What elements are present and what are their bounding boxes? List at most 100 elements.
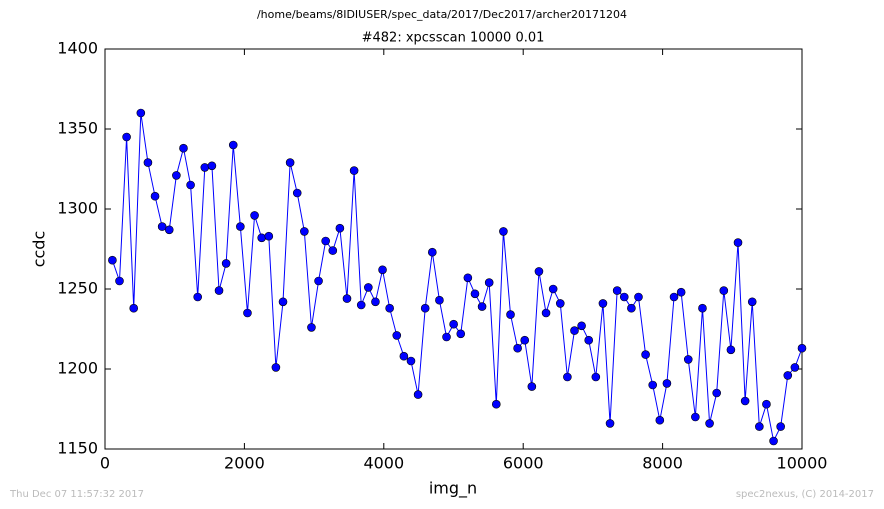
data-point: [648, 380, 658, 390]
data-point: [342, 294, 352, 303]
data-point: [655, 415, 665, 425]
y-tick-label: 1400: [57, 39, 98, 58]
data-point: [129, 303, 139, 313]
data-point: [691, 412, 700, 422]
data-point: [698, 303, 707, 313]
data-point: [243, 308, 252, 318]
y-tick-label: 1150: [57, 439, 98, 458]
data-point: [292, 188, 302, 198]
data-point: [619, 292, 629, 302]
data-point: [136, 108, 146, 118]
data-point: [456, 329, 466, 339]
data-point: [584, 335, 594, 345]
x-tick-label: 10000: [777, 454, 828, 473]
data-point: [605, 419, 615, 428]
x-axis-label: img_n: [429, 479, 477, 499]
data-point: [150, 191, 160, 201]
data-point: [193, 292, 203, 302]
data-point: [285, 158, 295, 167]
data-point: [420, 303, 430, 313]
data-point: [719, 286, 729, 295]
data-point: [634, 292, 643, 302]
data-point: [356, 300, 366, 310]
data-point: [399, 351, 409, 361]
y-tick-label: 1200: [57, 359, 98, 378]
footer-right: spec2nexus, (C) 2014-2017: [736, 489, 874, 500]
data-point: [506, 310, 515, 319]
y-axis-label: ccdc: [30, 231, 49, 268]
data-point: [676, 287, 686, 297]
data-point: [236, 222, 245, 231]
data-point: [548, 284, 558, 294]
data-point: [435, 295, 444, 305]
series-line: [111, 112, 803, 443]
data-point: [264, 231, 274, 241]
data-point: [214, 286, 224, 295]
data-point: [669, 292, 679, 302]
plot-frame: [104, 48, 803, 450]
data-point: [271, 363, 281, 372]
data-point: [577, 321, 586, 331]
data-point: [755, 422, 764, 431]
data-point: [300, 227, 309, 236]
data-point: [108, 255, 117, 265]
data-point: [598, 299, 608, 308]
data-point: [683, 355, 693, 364]
data-point: [776, 422, 785, 431]
data-point: [499, 227, 508, 236]
data-point: [662, 379, 672, 388]
data-point: [769, 436, 778, 446]
data-point: [349, 166, 359, 175]
x-tick-label: 6000: [503, 454, 544, 473]
data-point: [726, 345, 736, 355]
data-point: [449, 319, 458, 329]
data-point: [513, 343, 522, 353]
data-point: [520, 335, 530, 345]
data-point: [250, 211, 259, 220]
x-tick-label: 8000: [642, 454, 683, 473]
data-point: [555, 299, 565, 308]
data-point: [307, 323, 316, 332]
data-point: [790, 363, 800, 372]
data-point: [122, 132, 131, 142]
data-point: [371, 297, 380, 307]
y-tick-label: 1250: [57, 279, 98, 298]
data-point: [442, 332, 451, 342]
data-point: [278, 297, 288, 307]
data-point: [406, 356, 416, 366]
data-point: [364, 283, 373, 292]
data-point: [627, 303, 636, 313]
data-point: [172, 171, 181, 180]
data-point: [477, 302, 487, 311]
data-point: [733, 238, 743, 247]
suptitle: /home/beams/8IDIUSER/spec_data/2017/Dec2…: [257, 8, 627, 21]
data-point: [747, 297, 757, 307]
data-point: [143, 158, 153, 167]
data-point: [321, 236, 330, 246]
data-point: [200, 163, 210, 172]
data-point: [527, 382, 537, 391]
data-point: [413, 390, 423, 399]
y-tick-label: 1300: [57, 199, 98, 218]
data-point: [712, 388, 721, 398]
y-tick-label: 1350: [57, 119, 98, 138]
data-point: [541, 308, 551, 318]
data-point: [563, 372, 572, 382]
data-point: [591, 372, 601, 382]
data-point: [164, 225, 174, 235]
x-tick-label: 2000: [224, 454, 265, 473]
data-point: [378, 265, 387, 275]
footer-left: Thu Dec 07 11:57:32 2017: [9, 489, 144, 500]
x-tick-label: 4000: [363, 454, 404, 473]
data-point: [762, 399, 771, 409]
data-point: [428, 247, 437, 257]
data-point: [314, 276, 323, 286]
data-point: [207, 161, 217, 171]
data-point: [385, 303, 394, 313]
data-point: [740, 396, 750, 406]
data-point: [228, 140, 238, 150]
data-point: [612, 286, 622, 295]
data-point: [257, 233, 266, 243]
data-point: [115, 276, 124, 286]
